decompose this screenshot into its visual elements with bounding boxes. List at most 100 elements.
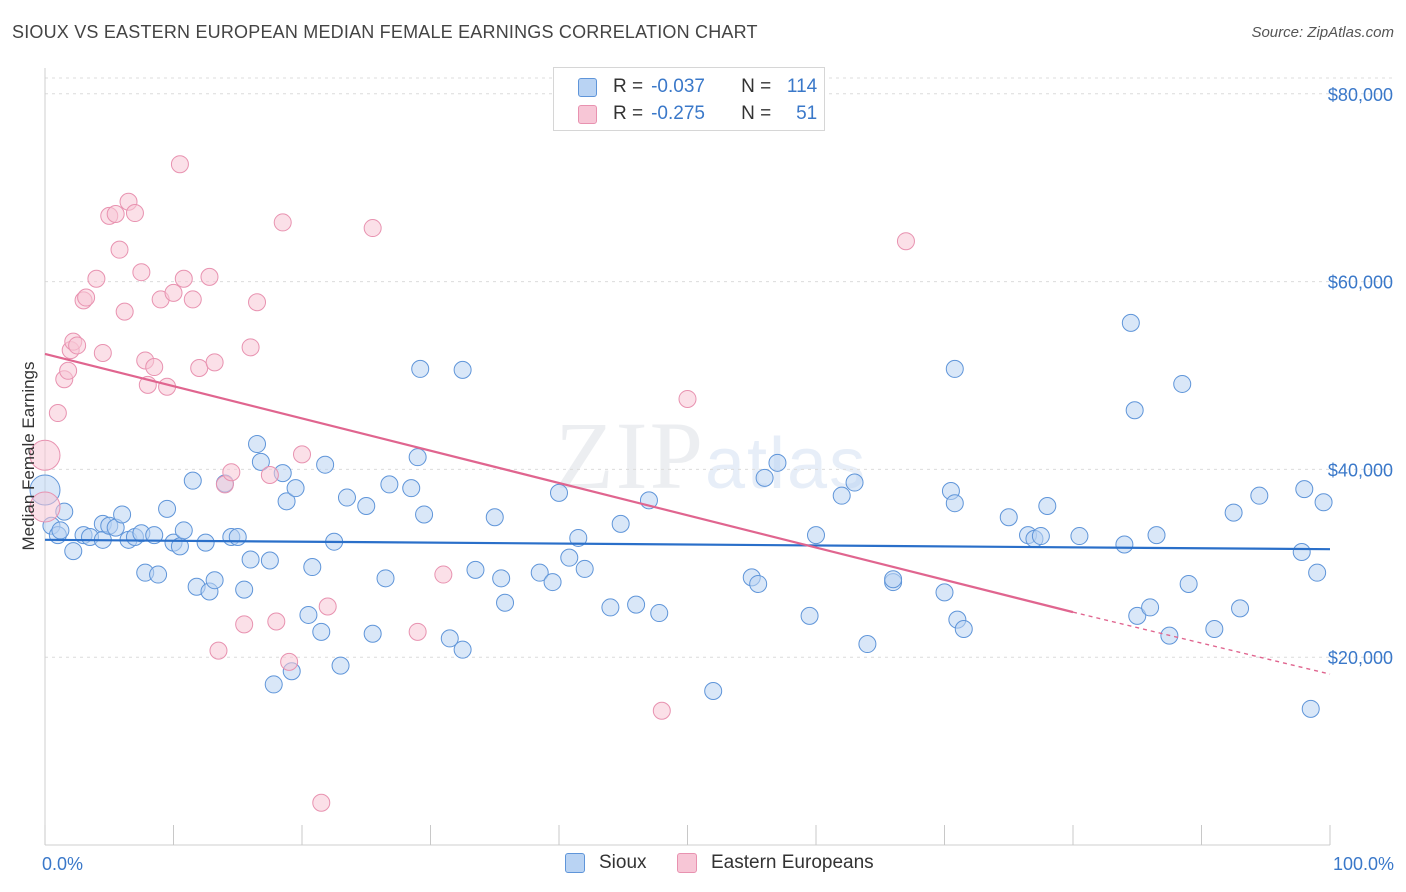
series-eastern-europeans bbox=[29, 155, 915, 812]
eastern-europeans-point bbox=[170, 155, 189, 174]
sioux-point bbox=[1314, 493, 1333, 512]
sioux-point bbox=[1128, 606, 1147, 625]
eastern-europeans-point bbox=[77, 288, 96, 307]
sioux-point bbox=[145, 526, 164, 545]
sioux-point bbox=[945, 359, 964, 378]
eastern-europeans-point bbox=[408, 622, 427, 641]
sioux-point bbox=[530, 563, 549, 582]
sioux-point bbox=[1147, 526, 1166, 545]
sioux-point bbox=[807, 526, 825, 545]
trend-lines bbox=[44, 352, 1331, 675]
sioux-point bbox=[1121, 313, 1140, 332]
watermark: ZIPatlas bbox=[555, 400, 867, 511]
sioux-point bbox=[228, 528, 247, 546]
sioux-point bbox=[575, 559, 594, 578]
x-tick-label: 100.0% bbox=[1333, 854, 1394, 874]
sioux-point bbox=[1301, 699, 1320, 718]
eastern-europeans-swatch bbox=[677, 853, 697, 873]
sioux-point bbox=[466, 560, 485, 579]
eastern-europeans-point bbox=[280, 652, 299, 671]
eastern-europeans-swatch bbox=[578, 104, 597, 124]
y-tick-label: $20,000 bbox=[1328, 648, 1393, 668]
sioux-point bbox=[1125, 401, 1144, 420]
eastern-europeans-point bbox=[132, 263, 151, 282]
eastern-europeans-point bbox=[260, 466, 279, 485]
sioux-point bbox=[1250, 486, 1269, 505]
legend-item-eastern-europeans: Eastern Europeans bbox=[677, 852, 874, 874]
sioux-point bbox=[704, 682, 723, 700]
eastern-europeans-point bbox=[29, 439, 61, 471]
eastern-europeans-point bbox=[248, 293, 267, 312]
x-tick-label: 0.0% bbox=[42, 854, 83, 874]
eastern-europeans-point bbox=[183, 290, 202, 309]
sioux-point bbox=[627, 595, 646, 614]
sioux-point bbox=[205, 571, 224, 590]
sioux-point bbox=[845, 473, 864, 492]
eastern-europeans-point bbox=[174, 269, 193, 288]
sioux-point bbox=[1141, 598, 1160, 617]
sioux-point bbox=[954, 620, 973, 639]
sioux-point bbox=[174, 521, 193, 540]
sioux-point bbox=[357, 497, 376, 516]
sioux-point bbox=[453, 360, 472, 379]
y-axis-title: Median Female Earnings bbox=[19, 362, 38, 551]
sioux-point bbox=[800, 606, 819, 625]
eastern-europeans-point bbox=[267, 612, 286, 631]
sioux-point bbox=[601, 598, 620, 617]
sioux-point bbox=[277, 492, 296, 511]
sioux-swatch bbox=[578, 77, 597, 97]
bottom-legend: Sioux Eastern Europeans bbox=[0, 852, 1406, 878]
sioux-point bbox=[235, 580, 254, 599]
legend-r-value: -0.037 bbox=[651, 76, 705, 97]
eastern-europeans-point bbox=[190, 358, 209, 377]
eastern-europeans-point bbox=[110, 240, 129, 259]
sioux-point bbox=[1308, 563, 1327, 582]
legend-item-label: Sioux bbox=[599, 852, 647, 873]
sioux-point bbox=[251, 452, 270, 471]
sioux-point bbox=[1070, 527, 1089, 546]
tick-labels: $20,000 $40,000 $60,000 $80,000 0.0% 100.0% Me… bbox=[19, 85, 1394, 874]
sioux-swatch bbox=[565, 853, 585, 873]
source-label: Source: ZipAtlas.com bbox=[1251, 24, 1394, 41]
sioux-trend-line bbox=[44, 538, 1331, 551]
sioux-point bbox=[312, 622, 331, 641]
eastern-europeans-point bbox=[145, 358, 164, 377]
sioux-point bbox=[183, 471, 202, 490]
eastern-europeans-point bbox=[164, 283, 183, 302]
correlation-legend: R = -0.037 N = 114 R = -0.275 N = 51 bbox=[553, 67, 825, 131]
sioux-point bbox=[411, 359, 430, 378]
sioux-point bbox=[749, 574, 768, 593]
legend-row-eastern-europeans: R = -0.275 N = 51 bbox=[578, 101, 817, 127]
sioux-point bbox=[408, 448, 427, 467]
sioux-point bbox=[550, 483, 568, 502]
sioux-point bbox=[363, 624, 382, 643]
sioux-point bbox=[496, 593, 515, 612]
sioux-point bbox=[755, 468, 774, 487]
sioux-point bbox=[569, 528, 588, 547]
grid-lines bbox=[45, 77, 1395, 658]
legend-item-label: Eastern Europeans bbox=[711, 852, 874, 873]
sioux-point bbox=[1179, 574, 1198, 593]
series-sioux bbox=[29, 313, 1333, 718]
sioux-point bbox=[1295, 480, 1314, 499]
legend-r-label: R = bbox=[613, 103, 644, 124]
sioux-point bbox=[1292, 543, 1311, 562]
eastern-europeans-point bbox=[293, 445, 311, 464]
eastern-europeans-point bbox=[48, 404, 67, 423]
eastern-europeans-point bbox=[434, 565, 453, 584]
sioux-point bbox=[415, 505, 434, 524]
sioux-point bbox=[611, 514, 630, 533]
eastern-europeans-point bbox=[896, 232, 915, 251]
sioux-point bbox=[380, 475, 399, 494]
eastern-europeans-point bbox=[235, 615, 254, 634]
sioux-point bbox=[1205, 620, 1224, 639]
eastern-europeans-point bbox=[115, 302, 134, 321]
y-tick-label: $80,000 bbox=[1328, 85, 1393, 105]
sioux-point bbox=[1031, 527, 1050, 546]
sioux-point bbox=[316, 455, 335, 474]
eastern-europeans-point bbox=[87, 269, 106, 288]
sioux-point bbox=[331, 656, 350, 675]
sioux-point bbox=[303, 558, 322, 577]
legend-item-sioux: Sioux bbox=[565, 852, 647, 874]
